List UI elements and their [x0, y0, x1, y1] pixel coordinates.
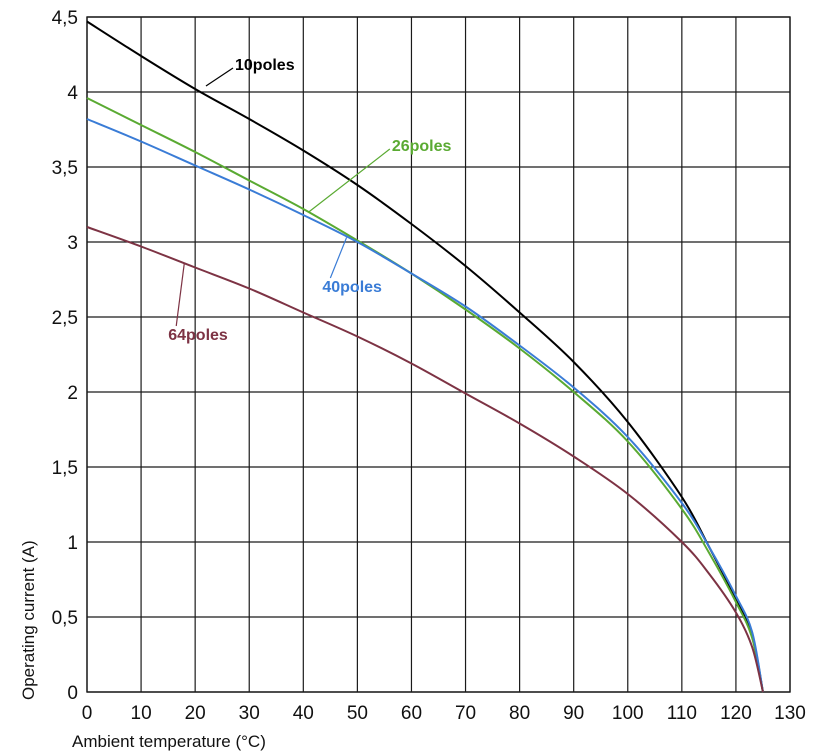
- y-tick-label: 3: [67, 233, 78, 254]
- y-tick-label: 1,5: [52, 458, 78, 479]
- y-tick-label: 1: [67, 533, 78, 554]
- annotation-leader-64poles: [175, 262, 185, 327]
- y-tick-label: 0,5: [52, 608, 78, 629]
- x-tick-label: 60: [401, 703, 422, 724]
- x-tick-label: 90: [563, 703, 584, 724]
- x-tick-label: 40: [293, 703, 314, 724]
- series-line-10poles: [86, 20, 764, 693]
- y-tick-label: 2: [67, 383, 78, 404]
- x-tick-label: 20: [185, 703, 206, 724]
- annotation-leader-40poles: [329, 237, 348, 279]
- y-axis-label: Operating current (A): [19, 540, 38, 700]
- annotation-label-10poles: 10poles: [235, 57, 295, 74]
- y-tick-label: 2,5: [52, 308, 78, 329]
- y-tick-label: 3,5: [52, 158, 78, 179]
- series-line-26poles: [86, 97, 764, 693]
- y-tick-label: 4,5: [52, 8, 78, 29]
- plot-frame: [86, 16, 791, 693]
- x-tick-label: 120: [720, 703, 752, 724]
- grid: [86, 16, 791, 693]
- series-lines: [86, 20, 764, 693]
- series-line-40poles: [86, 118, 764, 693]
- series-annotations: 10poles 26poles 40poles 64poles: [168, 57, 451, 344]
- annotation-label-40poles: 40poles: [322, 279, 382, 296]
- x-tick-label: 110: [667, 703, 697, 724]
- x-tick-label: 100: [612, 703, 644, 724]
- annotation-label-64poles: 64poles: [168, 327, 228, 344]
- x-tick-label: 70: [455, 703, 476, 724]
- annotation-leader-26poles: [308, 148, 391, 213]
- x-tick-label: 130: [774, 703, 806, 724]
- tick-labels: 0 10 20 30 40 50 60 70 80 90 100 110 120 130 0 0,5 1 1,5 2…: [52, 8, 806, 724]
- y-tick-label: 0: [67, 683, 78, 704]
- annotation-leader-10poles: [205, 67, 234, 87]
- x-axis-label: Ambient temperature (°C): [72, 732, 266, 751]
- x-tick-label: 50: [347, 703, 368, 724]
- x-tick-label: 30: [239, 703, 260, 724]
- annotation-label-26poles: 26poles: [392, 138, 452, 155]
- x-tick-label: 0: [82, 703, 93, 724]
- y-tick-label: 4: [67, 83, 78, 104]
- x-tick-label: 10: [131, 703, 152, 724]
- series-line-64poles: [86, 226, 764, 693]
- x-tick-label: 80: [509, 703, 530, 724]
